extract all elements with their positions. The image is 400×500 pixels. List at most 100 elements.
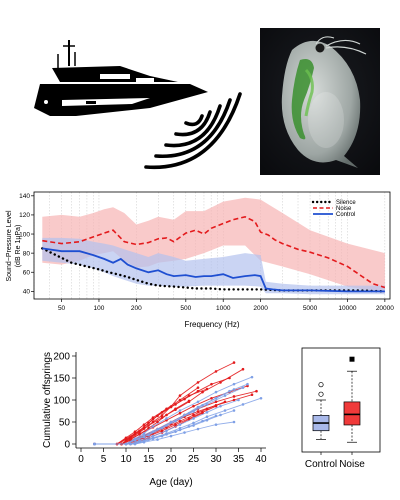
offspring-point [165, 417, 168, 420]
offspring-point [183, 431, 186, 434]
offspring-point [214, 400, 218, 404]
offspring-point [205, 411, 209, 414]
offspring-point [133, 430, 137, 433]
offspring-point [138, 433, 141, 436]
offspring-point [156, 420, 159, 424]
offspring-point [147, 433, 150, 437]
offspring-point [192, 404, 195, 408]
series-control [42, 247, 385, 293]
x-tick-label-noise: Noise [339, 459, 365, 470]
offspring-point [151, 425, 155, 428]
offspring-point [178, 398, 182, 402]
offspring-point [223, 400, 227, 404]
boxplot-x-labels: Control Noise [305, 452, 365, 470]
legend-label-control: Control [336, 212, 355, 218]
offspring-line-noise [94, 362, 235, 445]
x-tick-label: 5000 [303, 305, 318, 312]
offspring-point [142, 440, 146, 443]
offspring-point [232, 409, 236, 412]
offspring-point [133, 438, 137, 441]
motor-yacht-icon [34, 40, 208, 116]
offspring-point [214, 396, 218, 400]
offspring-point [187, 399, 191, 403]
offspring-point [210, 396, 213, 400]
cumulative-x-ticks: 0 5 10 15 20 25 30 35 40 [78, 448, 267, 465]
series-silence [41, 247, 387, 293]
offspring-point [174, 407, 177, 411]
offspring-point [196, 389, 200, 393]
y-tick-label: 80 [23, 250, 31, 257]
offspring-point [151, 416, 155, 419]
offspring-point [205, 387, 209, 391]
offspring-line-noise [94, 390, 257, 445]
boxplot-frame [301, 347, 381, 453]
series-noise [42, 215, 386, 289]
offspring-point [129, 438, 132, 441]
outlier-control [318, 391, 324, 397]
offspring-point [228, 389, 231, 393]
offspring-point [178, 411, 182, 415]
offspring-point [214, 370, 218, 373]
offspring-point [160, 414, 164, 417]
offspring-point [232, 420, 236, 424]
offspring-point [196, 410, 200, 413]
offspring-point [196, 400, 200, 404]
sound-waves-icon [144, 92, 242, 170]
x-tick-label: 20000 [376, 305, 394, 312]
offspring-point [151, 437, 155, 441]
spectrum-y-label: Sound−Pressure Level [6, 210, 13, 281]
offspring-point [192, 424, 195, 427]
x-tick-label: 30 [210, 454, 222, 465]
offspring-point [138, 429, 141, 433]
offspring-point [183, 397, 186, 401]
offspring-point [223, 394, 227, 397]
x-tick-label-control: Control [305, 459, 337, 470]
cumulative-y-label: Cumulative offsprings [42, 352, 53, 448]
offspring-point [232, 382, 236, 386]
offspring-point [156, 438, 159, 441]
spectrum-frame [33, 191, 391, 300]
offspring-point [187, 411, 191, 415]
offspring-point [201, 403, 204, 407]
offspring-point [192, 421, 195, 425]
offspring-point [214, 390, 218, 394]
y-tick-label: 140 [19, 193, 30, 200]
boxplot-chart: Control Noise [301, 347, 381, 470]
offspring-point [133, 442, 137, 446]
offspring-point [259, 396, 263, 400]
daphnia-photo [260, 28, 380, 175]
offspring-line-control [94, 410, 235, 445]
y-tick-label: 50 [59, 418, 71, 429]
offspring-line-noise [94, 394, 253, 445]
offspring-point [255, 389, 258, 393]
x-tick-label: 0 [78, 454, 84, 465]
offspring-point [165, 413, 168, 417]
band-control [42, 237, 385, 295]
legend-label-noise: Noise [336, 206, 352, 212]
offspring-point [93, 442, 96, 446]
offspring-point [241, 403, 245, 406]
offspring-point [196, 427, 200, 431]
y-tick-label: 40 [23, 289, 31, 296]
boxplot-items [312, 356, 361, 443]
offspring-point [250, 393, 254, 397]
y-tick-label: 0 [64, 440, 70, 451]
outlier-control [318, 382, 324, 388]
y-tick-label: 100 [53, 396, 70, 407]
y-tick-label: 100 [19, 231, 30, 238]
offspring-point [178, 423, 182, 426]
y-tick-label: 200 [53, 352, 70, 363]
offspring-point [165, 429, 168, 433]
x-tick-label: 20 [165, 454, 177, 465]
x-tick-label: 35 [233, 454, 245, 465]
offspring-point [210, 382, 213, 386]
offspring-point [124, 442, 128, 446]
y-tick-label: 60 [23, 270, 31, 277]
offspring-point [250, 375, 254, 379]
offspring-point [219, 404, 222, 408]
offspring-line-control [94, 397, 262, 445]
offspring-point [165, 433, 168, 436]
offspring-point [237, 398, 240, 402]
